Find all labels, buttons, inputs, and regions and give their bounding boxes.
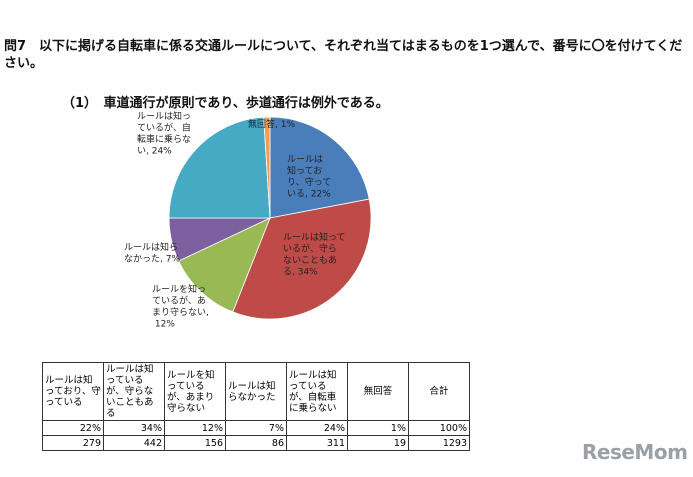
header-cell: 合計 <box>408 362 470 421</box>
header-cell: 無回答 <box>347 362 409 421</box>
data-cell: 34% <box>103 420 165 436</box>
data-cell: 12% <box>164 420 226 436</box>
data-label-line: る, 34% <box>283 267 318 278</box>
pie-slice <box>178 217 271 313</box>
data-label-line: り、守って <box>287 176 331 188</box>
data-label: ルールを知っているが、あまり守らない, 12% <box>152 283 209 330</box>
pie-slice <box>263 116 271 219</box>
data-cell: 156 <box>164 435 226 451</box>
data-cell: 279 <box>42 435 104 451</box>
data-label-line: 転車に乗らな <box>137 133 191 145</box>
watermark: ReseMom <box>582 440 688 464</box>
data-label-line: ないこともあ <box>283 255 337 266</box>
data-cell: 311 <box>286 435 348 451</box>
header-cell: ルールは知っており、守っている <box>42 362 104 421</box>
data-label-line: 無回答, 1% <box>248 118 295 130</box>
data-cell: 442 <box>103 435 165 451</box>
data-label-line: 知ってお <box>287 165 322 177</box>
summary-table: ルールは知っており、守っている ルールは知っているが、守らないこともある ルールを知… <box>42 362 470 451</box>
data-label: ルールは知っているが、守らないこともある, 34% <box>283 231 346 278</box>
pie-slice <box>168 116 271 219</box>
data-label-line: ているが、あ <box>152 295 206 307</box>
data-label: ルールは知っており、守っている, 22% <box>287 154 331 200</box>
data-label-line: い, 24% <box>137 147 172 157</box>
subtitle: （1） 車道通行が原則であり、歩道通行は例外である。 <box>62 96 389 111</box>
data-cell: 86 <box>225 435 287 451</box>
header-cell: ルールを知っているが、あまり守らない <box>164 362 226 421</box>
question-title: 問7 以下に掲げる自転車に係る交通ルールについて、それぞれ当てはまるものを1つ選… <box>4 39 683 71</box>
header-cell: ルールは知らなかった <box>225 362 287 421</box>
data-label-line: ルールは知ら <box>124 241 178 253</box>
data-label-line: まり守らない, <box>152 306 209 318</box>
data-cell: 7% <box>225 420 287 436</box>
data-label-line: いるが、守ら <box>283 243 337 255</box>
header-cell: ルールは知っているが、自転車に乗らない <box>286 362 348 421</box>
header-cell: ルールは知っているが、守らないこともある <box>103 362 165 421</box>
data-label: ルールは知らなかった, 7% <box>124 241 180 265</box>
data-label-line: なかった, 7% <box>124 254 180 265</box>
data-row: 279 442 156 86 311 19 1293 <box>42 435 470 451</box>
pie-slice <box>232 198 372 320</box>
pie-chart: ルールは知っており、守っている, 22% ルールは知っているが、守らないこともある… <box>124 110 372 330</box>
data-label-line: 12% <box>152 320 175 330</box>
data-cell: 1293 <box>408 435 470 451</box>
data-label-line: ルールは <box>287 154 323 165</box>
data-label-line: いる, 22% <box>287 189 331 200</box>
data-label: ルールは知っているが、自転車に乗らない, 24% <box>137 110 191 157</box>
data-label-line: ルールは知っ <box>137 110 191 122</box>
data-label-line: ルールは知って <box>283 231 346 243</box>
pie-slice <box>269 116 370 219</box>
data-cell: 22% <box>42 420 104 436</box>
header-row: ルールは知っており、守っている ルールは知っているが、守らないこともある ルールを知… <box>42 362 470 421</box>
data-label-line: ているが、自 <box>137 122 191 134</box>
data-label-line: ルールを知っ <box>152 283 206 295</box>
data-cell: 19 <box>347 435 409 451</box>
data-row: 22% 34% 12% 7% 24% 1% 100% <box>42 420 470 436</box>
data-cell: 100% <box>408 420 470 436</box>
data-label: 無回答, 1% <box>248 118 295 130</box>
data-cell: 24% <box>286 420 348 436</box>
data-cell: 1% <box>347 420 409 436</box>
